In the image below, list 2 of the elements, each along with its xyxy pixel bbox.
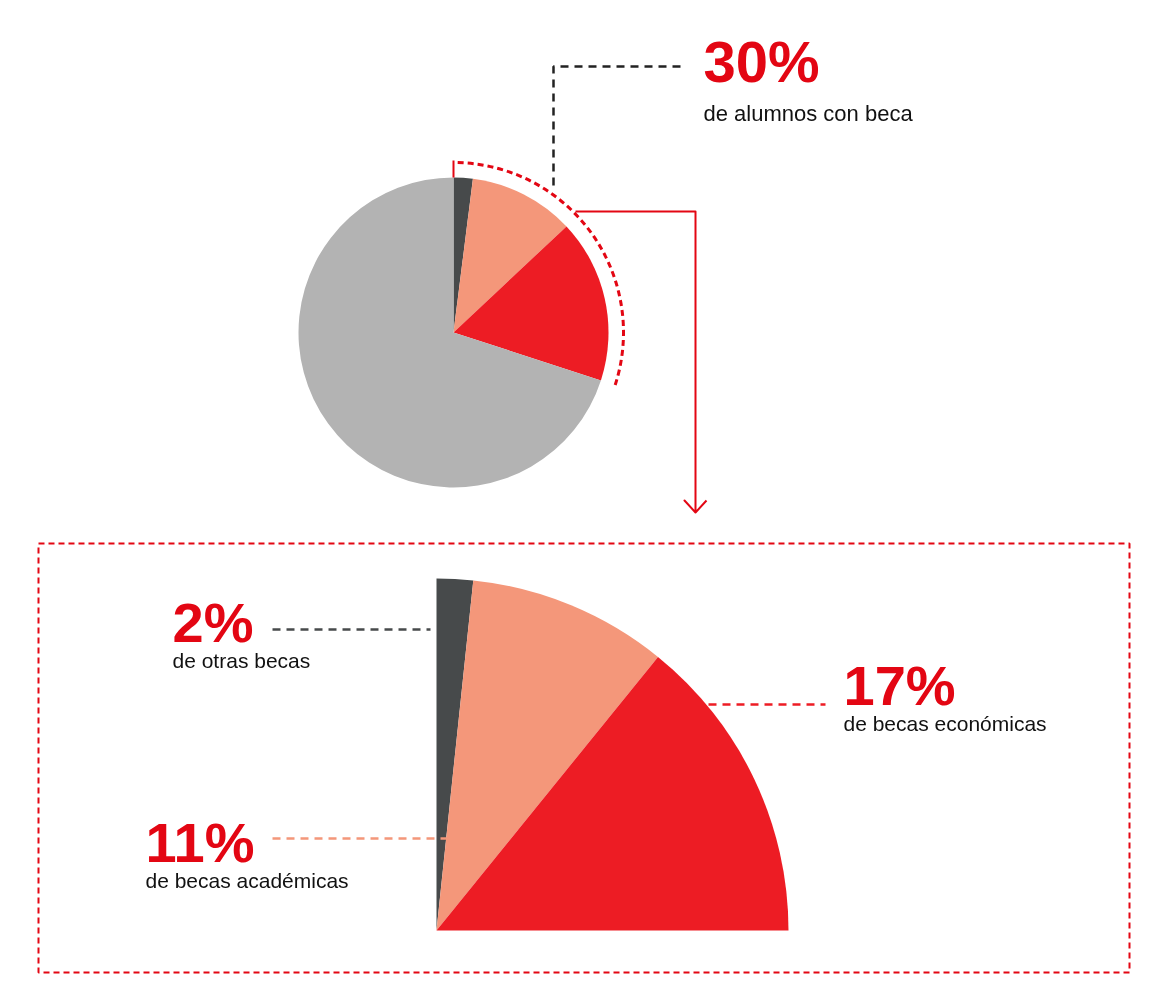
text: de alumnos con beca [703,100,914,126]
text: 30% [703,28,820,94]
